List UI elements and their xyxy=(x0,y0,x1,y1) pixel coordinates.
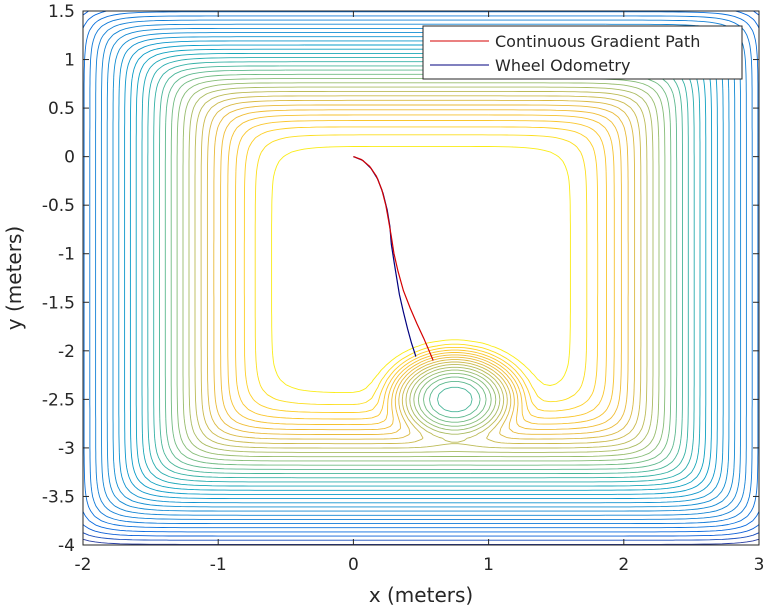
contour-level-2 xyxy=(254,134,588,406)
legend: Continuous Gradient Path Wheel Odometry xyxy=(422,25,743,80)
contour-level-27 xyxy=(95,19,747,520)
legend-label-wheel-odometry: Wheel Odometry xyxy=(495,56,630,75)
contour-level-9 xyxy=(200,95,642,445)
axis-ticks: -2 -1 0 1 2 3 1.5 1 0.5 0 -0.5 -1 -1.5 -2 -2.5 -3 -3.5 -4 xyxy=(42,2,765,575)
y-tick-label: -2 xyxy=(58,342,75,362)
contour-level-33 xyxy=(83,538,759,545)
y-tick-label: -0.5 xyxy=(42,196,75,216)
contour-level-8 xyxy=(206,99,636,440)
x-axis-label: x (meters) xyxy=(369,583,473,607)
contour-level-28 xyxy=(89,15,753,525)
x-tick-label: 0 xyxy=(348,555,359,575)
y-tick-label: -3 xyxy=(58,439,75,459)
x-tick-label: 2 xyxy=(618,555,629,575)
contour-level-6 xyxy=(220,109,622,431)
legend-box xyxy=(422,25,743,80)
y-tick-label: 0.5 xyxy=(48,99,75,119)
contour-level-31 xyxy=(83,11,759,537)
y-tick-label: -3.5 xyxy=(42,487,75,507)
x-tick-label: 3 xyxy=(754,555,765,575)
y-tick-label: 1.5 xyxy=(48,2,75,22)
contour-level-5 xyxy=(227,114,615,426)
legend-label-continuous-gradient-path: Continuous Gradient Path xyxy=(495,32,700,51)
y-tick-label: 1 xyxy=(64,51,75,71)
series-lines xyxy=(353,156,434,361)
contour-level-30 xyxy=(83,11,759,533)
contour-lines xyxy=(83,11,759,545)
contour-level-4 xyxy=(235,120,607,420)
y-tick-label: -1 xyxy=(58,245,75,265)
contour-level-29 xyxy=(83,11,759,529)
contour-level-7 xyxy=(213,104,629,435)
y-tick-label: -1.5 xyxy=(42,293,75,313)
contour-level-1 xyxy=(271,145,571,394)
y-tick-label: 0 xyxy=(64,148,75,168)
x-tick-label: -1 xyxy=(210,555,227,575)
plot-area-box xyxy=(82,10,760,546)
contour-level-24 xyxy=(112,32,730,508)
y-tick-label: -4 xyxy=(58,536,75,556)
x-tick-label: -2 xyxy=(75,555,92,575)
contour-level-12 xyxy=(182,82,660,458)
contour-level-32 xyxy=(83,532,759,541)
contour-level-11 xyxy=(188,86,654,453)
contour-level-10 xyxy=(194,90,648,449)
contour-level-26 xyxy=(100,23,742,516)
y-tick-label: -2.5 xyxy=(42,390,75,410)
contour-level-3 xyxy=(243,126,599,413)
y-axis-label: y (meters) xyxy=(2,226,26,330)
series-line-continuous-gradient-path xyxy=(353,156,434,361)
x-tick-label: 1 xyxy=(483,555,494,575)
